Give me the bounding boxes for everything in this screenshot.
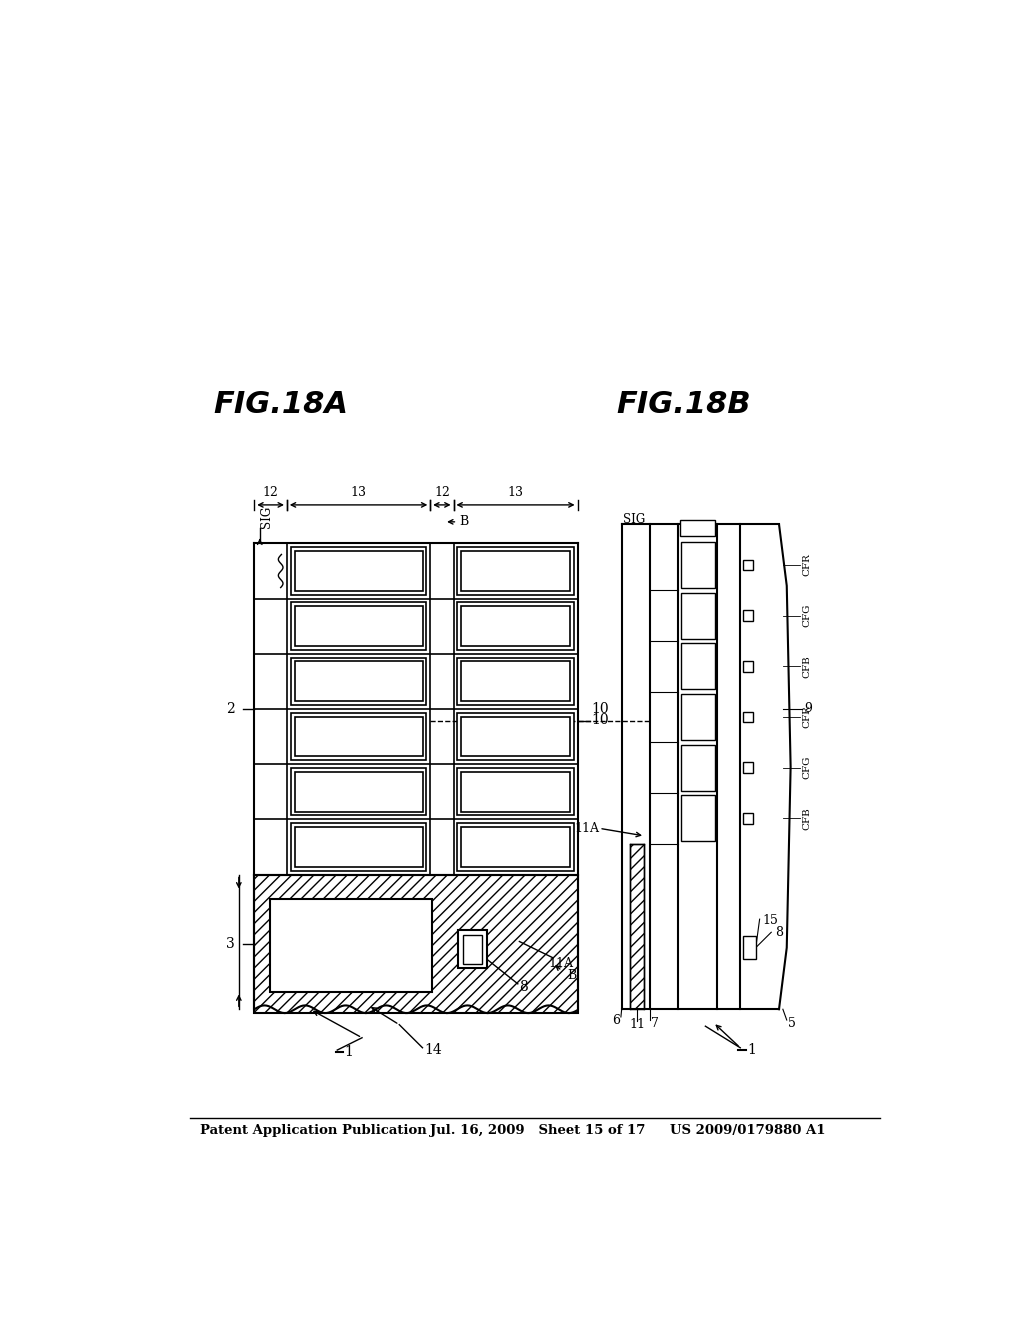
- Bar: [463, 935, 482, 964]
- Bar: [295, 772, 423, 812]
- Bar: [458, 824, 573, 871]
- Text: Jul. 16, 2009   Sheet 15 of 17: Jul. 16, 2009 Sheet 15 of 17: [430, 1123, 645, 1137]
- Text: CFR: CFR: [697, 553, 706, 577]
- Text: SIG: SIG: [624, 512, 645, 525]
- Bar: [461, 552, 569, 591]
- Bar: [742, 936, 756, 960]
- Text: 15: 15: [762, 915, 778, 927]
- Bar: [295, 717, 423, 756]
- Bar: [295, 828, 423, 867]
- Text: CFR: CFR: [802, 553, 811, 577]
- Text: 12: 12: [263, 486, 279, 499]
- Text: CFR: CFR: [697, 705, 706, 729]
- Text: 9: 9: [804, 702, 812, 715]
- Bar: [681, 796, 715, 841]
- Text: 7: 7: [651, 1018, 659, 1031]
- Bar: [742, 762, 754, 774]
- Bar: [295, 661, 423, 701]
- Text: 11: 11: [629, 1018, 645, 1031]
- Bar: [461, 828, 569, 867]
- Bar: [461, 606, 569, 645]
- Text: 10: 10: [592, 702, 609, 715]
- Text: Patent Application Publication: Patent Application Publication: [200, 1123, 427, 1137]
- Bar: [458, 713, 573, 760]
- Text: CFB: CFB: [502, 675, 529, 688]
- Bar: [681, 643, 715, 689]
- Text: CFR: CFR: [345, 730, 373, 743]
- Text: 11A: 11A: [548, 957, 573, 970]
- Text: 13: 13: [508, 486, 523, 499]
- Bar: [742, 813, 754, 824]
- Text: 11A: 11A: [574, 822, 599, 834]
- Bar: [461, 772, 569, 812]
- Text: 13: 13: [350, 486, 367, 499]
- Text: 14: 14: [424, 1043, 441, 1057]
- Bar: [291, 713, 426, 760]
- Bar: [461, 661, 569, 701]
- Text: B: B: [460, 515, 469, 528]
- Text: FIG.18A: FIG.18A: [213, 391, 348, 420]
- Bar: [742, 560, 754, 570]
- Bar: [630, 843, 644, 1010]
- Text: 3: 3: [226, 937, 234, 950]
- Bar: [254, 874, 578, 1014]
- Text: CFB: CFB: [502, 841, 529, 854]
- Bar: [681, 694, 715, 741]
- Text: 5: 5: [788, 1018, 797, 1031]
- Text: SIG: SIG: [260, 506, 272, 528]
- Bar: [742, 661, 754, 672]
- Text: CFG: CFG: [502, 619, 529, 632]
- Text: CFB: CFB: [697, 807, 706, 830]
- Text: 6: 6: [612, 1014, 621, 1027]
- Bar: [680, 520, 716, 536]
- Text: 1: 1: [748, 1043, 756, 1057]
- Text: CFG: CFG: [344, 619, 373, 632]
- Bar: [681, 744, 715, 791]
- Text: CFB: CFB: [345, 841, 373, 854]
- Bar: [458, 657, 573, 705]
- Text: CFB: CFB: [802, 655, 811, 677]
- Text: 2: 2: [226, 702, 234, 715]
- Text: CFG: CFG: [802, 756, 811, 779]
- Text: 8: 8: [775, 925, 783, 939]
- Text: 12: 12: [434, 486, 450, 499]
- Text: B: B: [567, 969, 577, 982]
- Bar: [295, 552, 423, 591]
- Bar: [291, 824, 426, 871]
- Text: CFG: CFG: [697, 756, 706, 779]
- Bar: [458, 929, 486, 969]
- Bar: [461, 717, 569, 756]
- Bar: [291, 548, 426, 595]
- Text: FIG.18B: FIG.18B: [616, 391, 751, 420]
- Bar: [291, 657, 426, 705]
- Bar: [295, 606, 423, 645]
- Bar: [742, 711, 754, 722]
- Bar: [270, 899, 432, 991]
- Text: 10: 10: [592, 714, 609, 727]
- Text: CFG: CFG: [344, 785, 373, 799]
- Text: 8: 8: [519, 979, 528, 994]
- Text: CFG: CFG: [697, 603, 706, 627]
- Text: CFG: CFG: [802, 603, 811, 627]
- Bar: [458, 768, 573, 816]
- Bar: [458, 602, 573, 649]
- Text: CFR: CFR: [502, 565, 529, 577]
- Text: CFR: CFR: [502, 730, 529, 743]
- Text: CFR: CFR: [345, 565, 373, 577]
- Text: US 2009/0179880 A1: US 2009/0179880 A1: [671, 1123, 826, 1137]
- Text: CFR: CFR: [802, 705, 811, 729]
- Bar: [742, 610, 754, 620]
- Text: CFB: CFB: [802, 807, 811, 830]
- Text: CFB: CFB: [697, 655, 706, 677]
- Bar: [291, 602, 426, 649]
- Text: CFG: CFG: [502, 785, 529, 799]
- Bar: [254, 874, 578, 1014]
- Bar: [458, 548, 573, 595]
- Bar: [681, 543, 715, 587]
- Bar: [291, 768, 426, 816]
- Bar: [681, 593, 715, 639]
- Text: 1: 1: [344, 1045, 353, 1060]
- Text: CFB: CFB: [345, 675, 373, 688]
